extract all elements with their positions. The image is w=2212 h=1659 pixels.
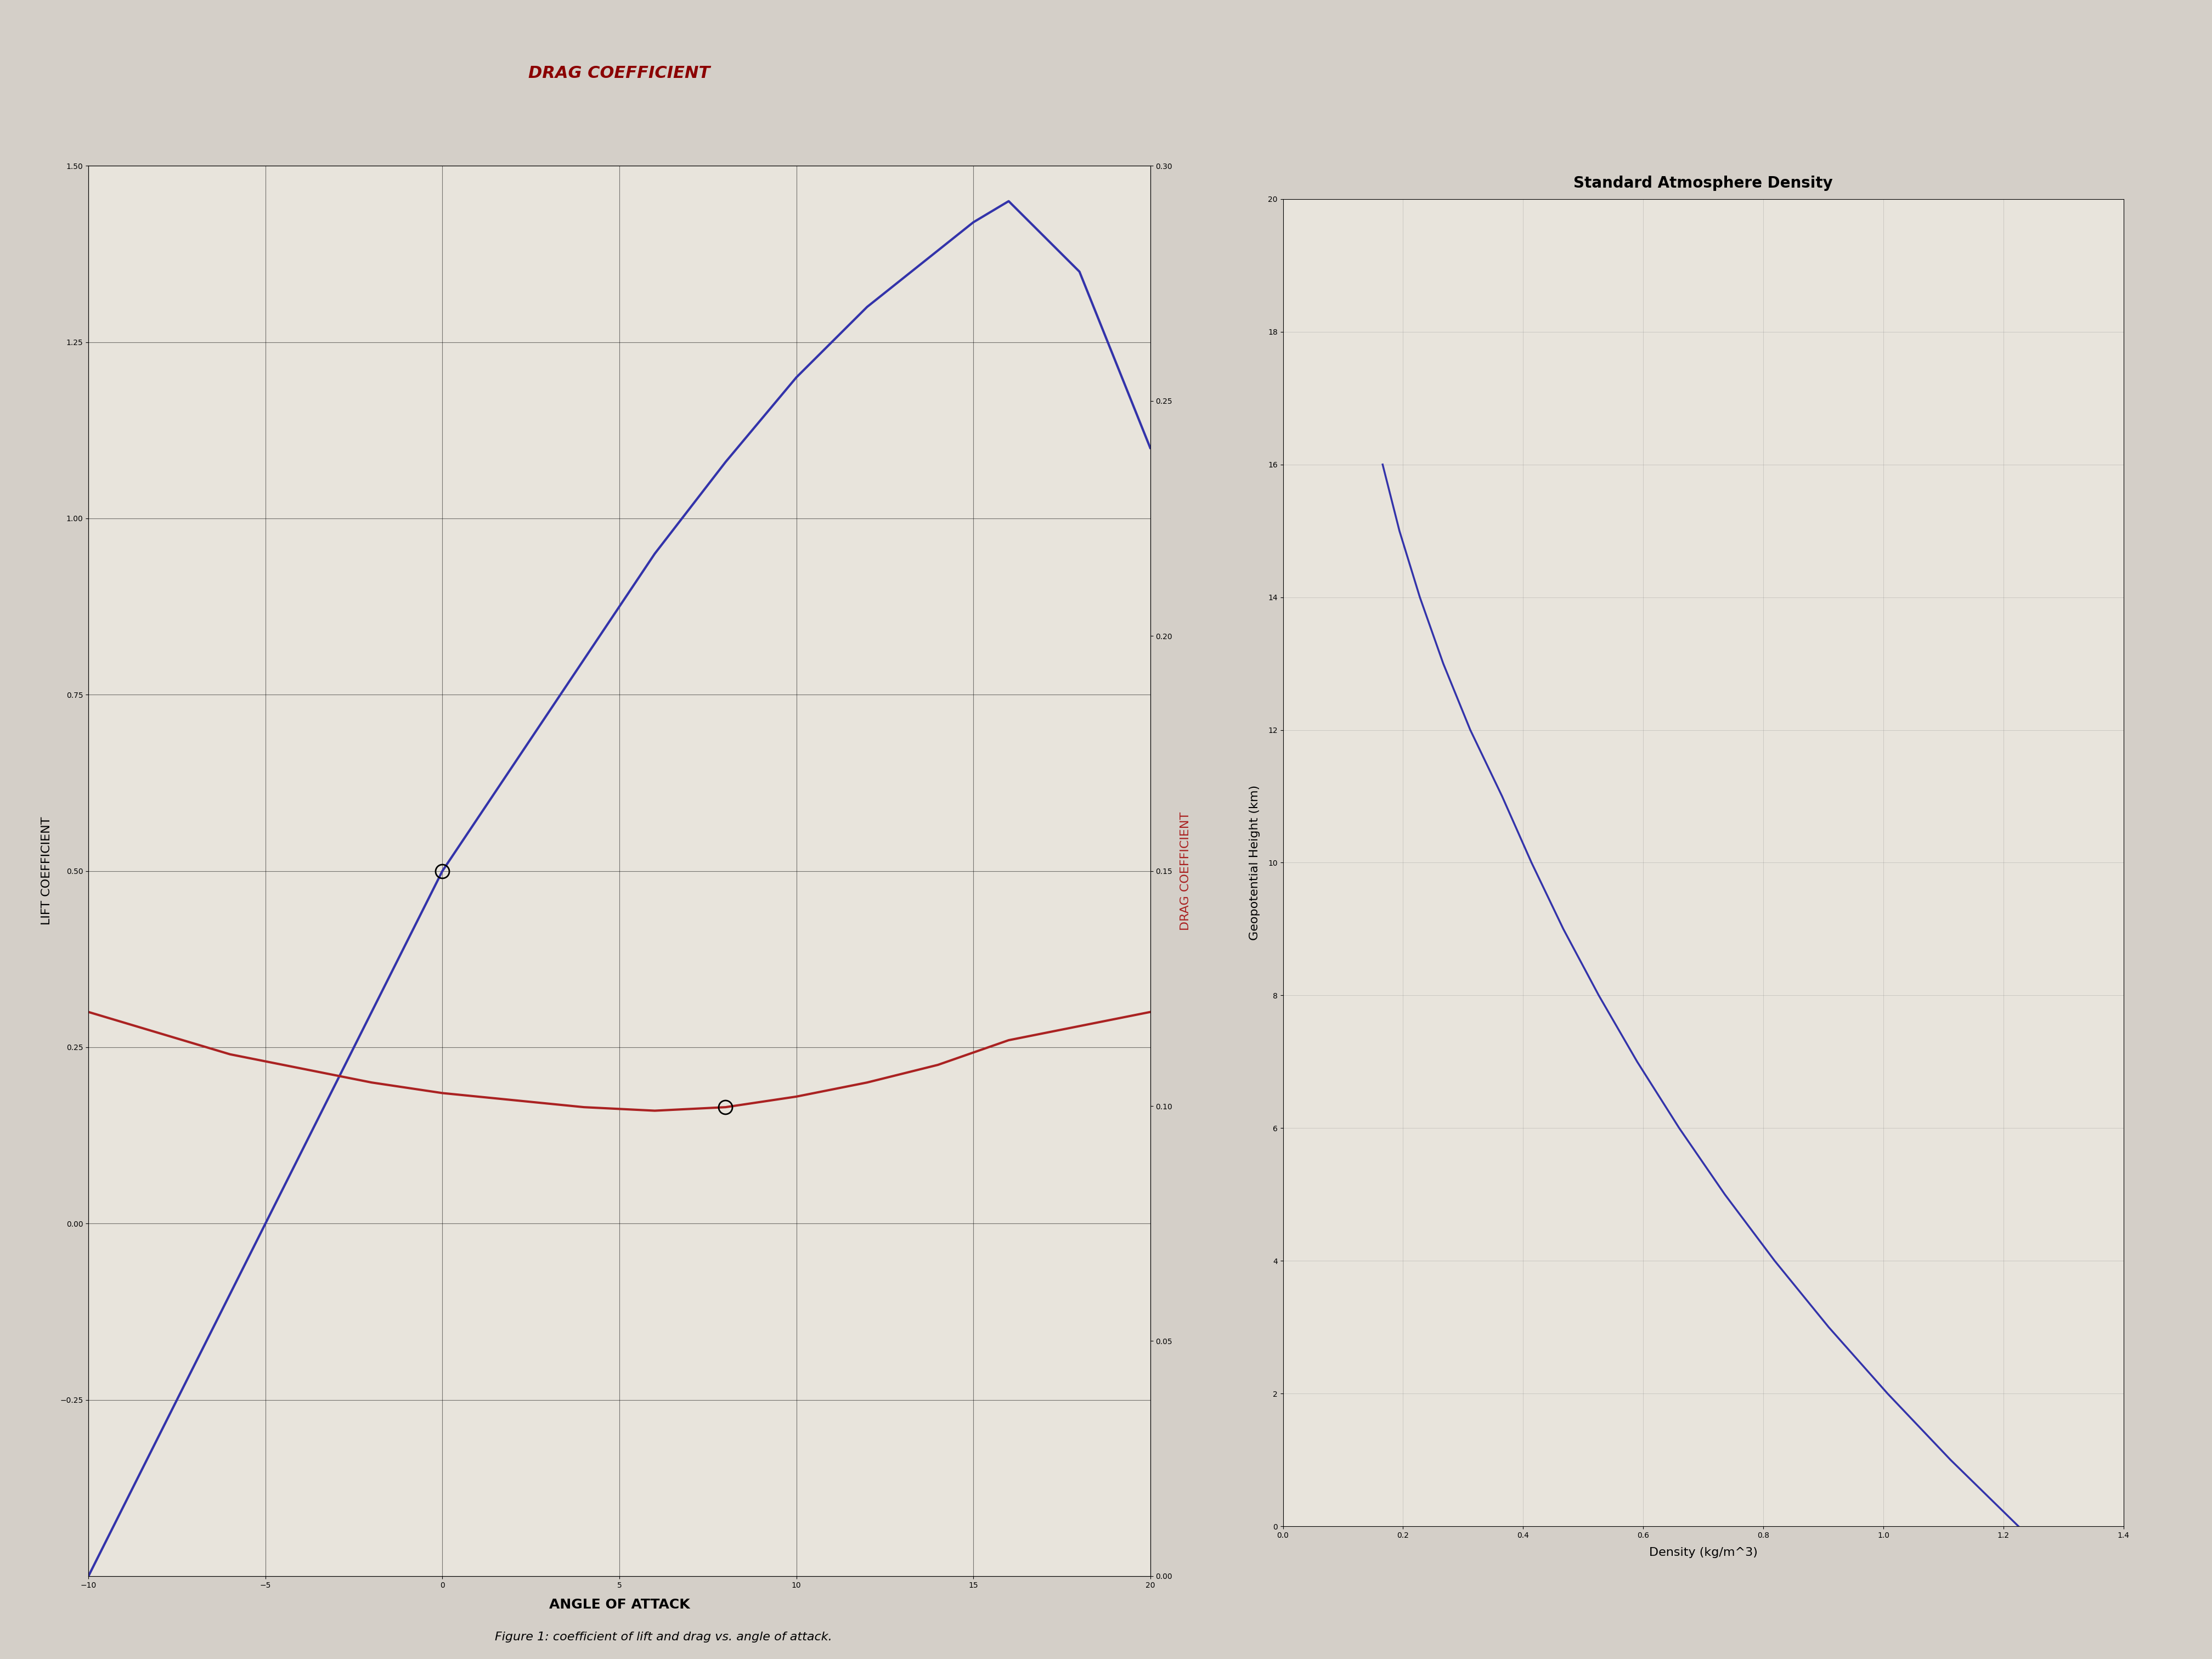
Title: Standard Atmosphere Density: Standard Atmosphere Density bbox=[1573, 176, 1834, 191]
X-axis label: ANGLE OF ATTACK: ANGLE OF ATTACK bbox=[549, 1598, 690, 1611]
Y-axis label: DRAG COEFFICIENT: DRAG COEFFICIENT bbox=[1179, 811, 1190, 931]
Y-axis label: LIFT COEFFICIENT: LIFT COEFFICIENT bbox=[42, 816, 53, 926]
X-axis label: Density (kg/m^3): Density (kg/m^3) bbox=[1648, 1546, 1759, 1558]
Y-axis label: Geopotential Height (km): Geopotential Height (km) bbox=[1250, 785, 1261, 941]
Text: DRAG COEFFICIENT: DRAG COEFFICIENT bbox=[529, 65, 710, 81]
Text: Figure 1: coefficient of lift and drag vs. angle of attack.: Figure 1: coefficient of lift and drag v… bbox=[495, 1631, 832, 1642]
